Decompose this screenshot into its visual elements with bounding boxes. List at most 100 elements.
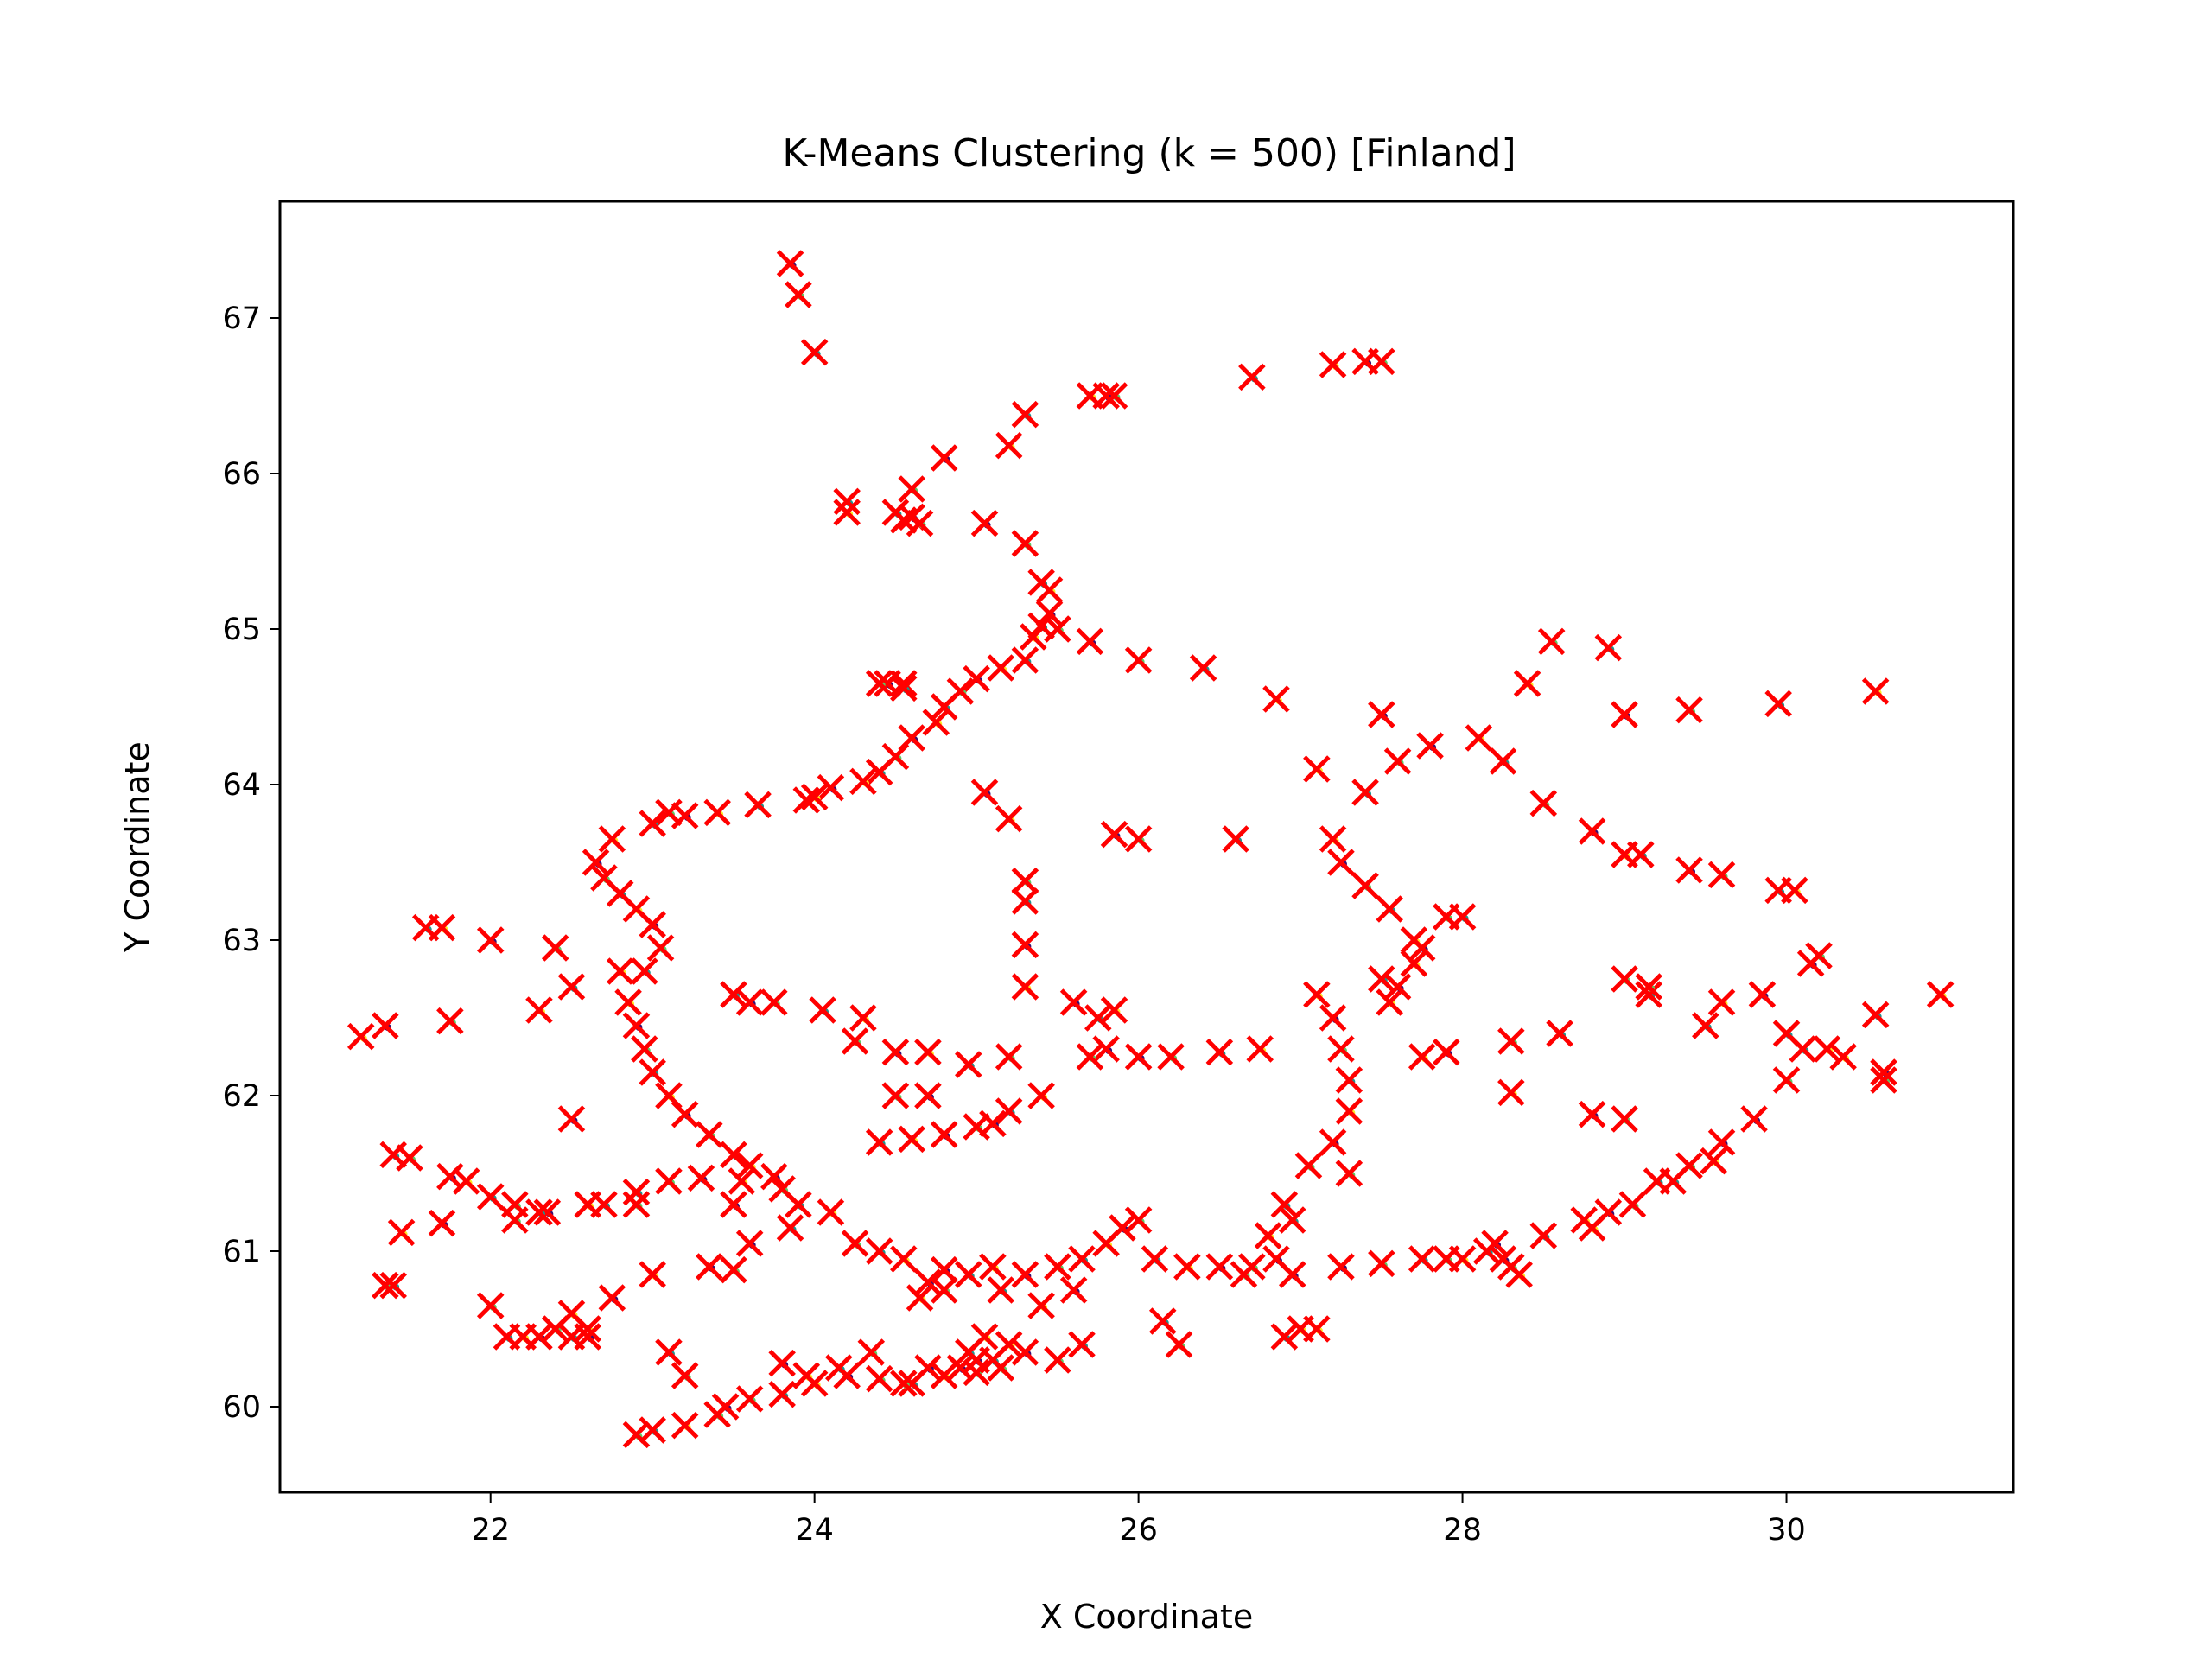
data-point <box>865 1364 893 1393</box>
data-point <box>1278 1261 1306 1288</box>
data-point-x-stroke <box>1027 1082 1055 1109</box>
data-point-x-stroke <box>671 1100 699 1128</box>
data-point <box>1383 747 1412 775</box>
data-point-x-stroke <box>1124 1043 1153 1071</box>
data-point <box>639 1261 666 1288</box>
data-point <box>776 1214 804 1242</box>
data-point <box>1368 347 1395 376</box>
data-point <box>582 849 610 876</box>
data-point-x-stroke <box>865 758 893 786</box>
data-point-x-stroke <box>857 1338 886 1366</box>
data-point-x-stroke <box>881 1038 910 1066</box>
data-point-x-stroke <box>1222 825 1249 853</box>
data-point-x-stroke <box>914 1268 942 1296</box>
data-point-x-stroke <box>1497 1078 1525 1107</box>
data-point <box>963 1358 990 1387</box>
data-point <box>1368 965 1395 993</box>
data-point-x-stroke <box>1303 981 1331 1008</box>
data-point-x-stroke <box>428 913 456 942</box>
data-point <box>914 1038 942 1066</box>
data-point-x-stroke <box>598 1284 626 1312</box>
data-point-x-stroke <box>590 864 618 892</box>
data-point-x-stroke <box>841 1027 869 1055</box>
data-point <box>735 1385 764 1413</box>
data-point <box>1327 1253 1355 1281</box>
data-point <box>1319 1004 1347 1032</box>
data-point <box>655 798 683 827</box>
data-point-x-stroke <box>1076 1043 1104 1071</box>
data-point-x-stroke <box>849 767 877 796</box>
data-point-x-stroke <box>768 1349 796 1377</box>
data-point <box>1189 654 1217 682</box>
data-point-x-stroke <box>970 509 999 537</box>
data-point <box>372 1012 399 1039</box>
data-point-x-stroke <box>1472 1237 1501 1265</box>
data-point-x-stroke <box>687 1164 715 1192</box>
data-point <box>639 911 666 938</box>
data-point-x-stroke <box>622 1012 651 1039</box>
data-point-x-stroke <box>792 1362 821 1389</box>
data-point-x-stroke <box>436 1162 464 1191</box>
data-point <box>1489 1245 1517 1273</box>
data-point-x-stroke <box>1011 867 1039 895</box>
data-point <box>1829 1043 1857 1071</box>
data-point-x-stroke <box>995 804 1023 833</box>
data-point <box>1465 724 1493 752</box>
data-point-x-stroke <box>671 1362 699 1389</box>
data-point-x-stroke <box>825 1354 853 1382</box>
data-point-x-stroke <box>1829 1043 1857 1071</box>
data-point-x-stroke <box>1165 1331 1193 1358</box>
data-point-x-stroke <box>914 1354 942 1382</box>
data-point-x-stroke <box>785 281 812 308</box>
data-point-x-stroke <box>1578 1100 1606 1128</box>
data-point-x-stroke <box>1489 1245 1517 1273</box>
data-point <box>655 1167 683 1195</box>
data-point <box>614 988 642 1016</box>
data-point-x-stroke <box>890 1370 918 1397</box>
data-point-x-stroke <box>1870 1066 1897 1094</box>
data-point <box>1011 1338 1039 1366</box>
data-point-x-stroke <box>557 1105 586 1133</box>
data-point-x-stroke <box>914 1082 942 1109</box>
data-point-x-stroke <box>963 1113 990 1141</box>
data-point-x-stroke <box>1675 856 1703 884</box>
data-point-x-stroke <box>1011 400 1039 429</box>
data-point-x-stroke <box>768 1175 796 1203</box>
data-point-x-stroke <box>525 1198 553 1226</box>
data-point <box>1611 1105 1638 1133</box>
data-point <box>476 926 505 954</box>
data-point <box>906 1284 934 1312</box>
data-point <box>1027 1082 1055 1109</box>
data-point <box>930 693 958 721</box>
plot-frame <box>278 200 2015 1494</box>
data-point-x-stroke <box>1813 1035 1841 1063</box>
data-point-x-stroke <box>1019 623 1047 651</box>
data-point-x-stroke <box>606 957 634 985</box>
data-point-x-stroke <box>1578 1214 1606 1242</box>
x-tick-label: 30 <box>1767 1513 1806 1548</box>
data-point <box>995 804 1023 833</box>
data-point <box>387 1218 416 1247</box>
data-point-x-stroke <box>881 1082 910 1109</box>
data-point-x-stroke <box>1618 1191 1647 1218</box>
data-point <box>890 1245 918 1273</box>
data-point <box>865 670 893 697</box>
data-point <box>687 1164 715 1192</box>
data-point <box>671 1100 699 1128</box>
x-axis-label: X Coordinate <box>1040 1598 1253 1636</box>
data-point <box>995 1331 1023 1358</box>
data-point-x-stroke <box>930 1362 958 1389</box>
data-point-x-stroke <box>768 1380 796 1408</box>
data-point-x-stroke <box>1092 1035 1120 1063</box>
data-point <box>922 709 950 736</box>
data-point-x-stroke <box>1011 530 1039 557</box>
data-point-x-stroke <box>1465 724 1493 752</box>
data-point <box>1011 1261 1039 1288</box>
data-point-x-stroke <box>1926 981 1955 1008</box>
data-point <box>1246 1035 1274 1063</box>
data-point-x-stroke <box>1059 1276 1088 1304</box>
data-point-x-stroke <box>598 825 626 853</box>
data-point <box>1011 646 1039 674</box>
data-point-x-stroke <box>987 1276 1015 1304</box>
data-points <box>346 250 1955 1449</box>
